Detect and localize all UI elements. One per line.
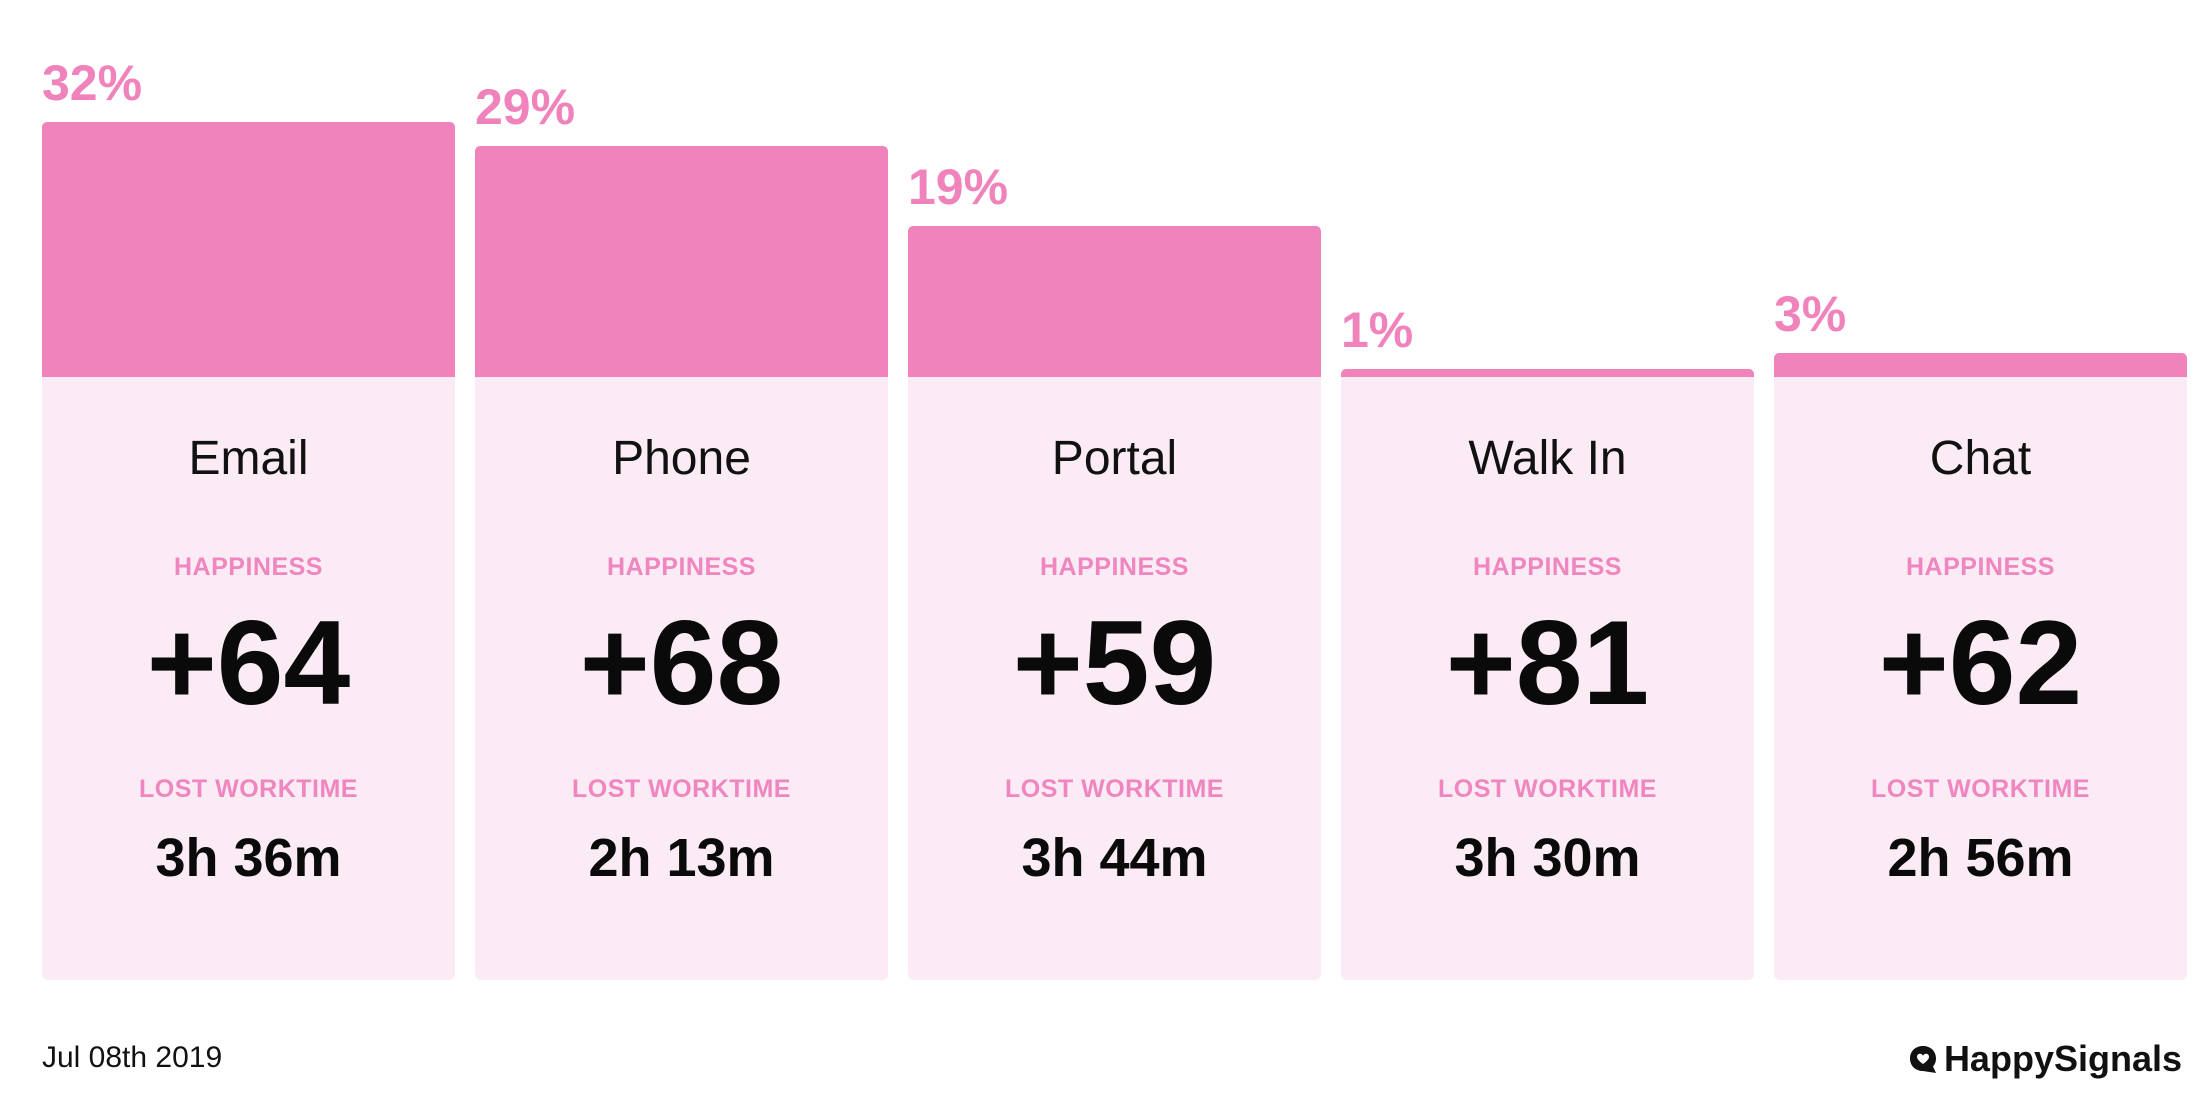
- lost-worktime-label: LOST WORKTIME: [139, 775, 358, 803]
- channel-card: Walk In HAPPINESS +81 LOST WORKTIME 3h 30m: [1341, 377, 1754, 980]
- happysignals-logo: HappySignals: [1908, 1038, 2182, 1080]
- channel-name: Email: [188, 432, 309, 485]
- happiness-label: HAPPINESS: [1906, 553, 2055, 581]
- channel-name: Portal: [1051, 432, 1178, 485]
- share-label: 1%: [1341, 302, 1414, 359]
- channel-card: Email HAPPINESS +64 LOST WORKTIME 3h 36m: [42, 377, 455, 980]
- happiness-score: +81: [1445, 596, 1650, 730]
- happiness-label: HAPPINESS: [1473, 553, 1622, 581]
- share-label: 19%: [908, 158, 1009, 215]
- happiness-score: +64: [146, 596, 351, 730]
- channel-card: Phone HAPPINESS +68 LOST WORKTIME 2h 13m: [475, 377, 888, 980]
- heart-speech-bubble-icon: [1909, 1046, 1936, 1073]
- lost-worktime-label: LOST WORKTIME: [572, 775, 791, 803]
- channel-card: Portal HAPPINESS +59 LOST WORKTIME 3h 44m: [908, 377, 1321, 980]
- lost-worktime-value: 2h 56m: [1887, 828, 2074, 888]
- share-bar: [1341, 369, 1754, 377]
- channel-column: 3% Chat HAPPINESS +62 LOST WORKTIME 2h 56m: [1774, 0, 2187, 980]
- happiness-score: +68: [579, 596, 784, 730]
- channel-name: Chat: [1929, 432, 2032, 485]
- lost-worktime-value: 3h 36m: [155, 828, 342, 888]
- happiness-label: HAPPINESS: [1040, 553, 1189, 581]
- share-bar: [1774, 353, 2187, 377]
- lost-worktime-label: LOST WORKTIME: [1438, 775, 1657, 803]
- channel-column: 32% Email HAPPINESS +64 LOST WORKTIME 3h 36m: [42, 0, 455, 980]
- happiness-label: HAPPINESS: [607, 553, 756, 581]
- lost-worktime-value: 3h 30m: [1454, 828, 1641, 888]
- share-bar: [42, 122, 455, 377]
- report-date: Jul 08th 2019: [42, 1041, 223, 1074]
- happiness-label: HAPPINESS: [174, 553, 323, 581]
- lost-worktime-label: LOST WORKTIME: [1871, 775, 2090, 803]
- logo-text: HappySignals: [1943, 1038, 2182, 1079]
- share-label: 29%: [475, 78, 576, 135]
- share-label: 3%: [1774, 286, 1847, 343]
- channel-column: 19% Portal HAPPINESS +59 LOST WORKTIME 3h 44m: [908, 0, 1321, 980]
- share-label: 32%: [42, 55, 143, 111]
- lost-worktime-label: LOST WORKTIME: [1005, 775, 1224, 803]
- channel-column: 1% Walk In HAPPINESS +81 LOST WORKTIME 3h 30m: [1341, 0, 1754, 980]
- happiness-score: +62: [1878, 596, 2083, 730]
- channel-column: 29% Phone HAPPINESS +68 LOST WORKTIME 2h 13m: [475, 0, 888, 980]
- channel-card: Chat HAPPINESS +62 LOST WORKTIME 2h 56m: [1774, 377, 2187, 980]
- share-bar: [908, 225, 1321, 377]
- channel-name: Phone: [612, 432, 751, 485]
- lost-worktime-value: 2h 13m: [588, 828, 775, 888]
- channel-name: Walk In: [1468, 432, 1627, 485]
- happiness-score: +59: [1012, 596, 1217, 730]
- share-bar: [475, 145, 888, 377]
- lost-worktime-value: 3h 44m: [1021, 828, 1208, 888]
